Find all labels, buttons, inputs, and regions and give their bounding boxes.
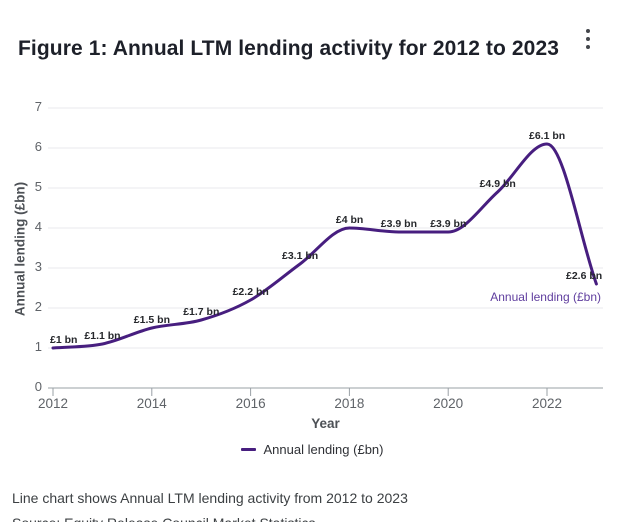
figure-caption: Line chart shows Annual LTM lending acti… bbox=[12, 490, 408, 506]
series-annotation: Annual lending (£bn) bbox=[490, 290, 601, 304]
kebab-menu-icon[interactable] bbox=[583, 29, 592, 49]
legend-line-swatch bbox=[240, 448, 256, 451]
kebab-dot bbox=[585, 37, 590, 41]
kebab-dot bbox=[585, 29, 590, 33]
legend-item[interactable]: Annual lending (£bn) bbox=[0, 442, 624, 457]
y-axis-title: Annual lending (£bn) bbox=[12, 181, 28, 317]
figure-source: Source: Equity Release Council Market St… bbox=[12, 515, 315, 522]
x-axis-title: Year bbox=[311, 416, 340, 431]
kebab-dot bbox=[585, 45, 590, 49]
figure-title: Figure 1: Annual LTM lending activity fo… bbox=[18, 37, 560, 61]
series-line bbox=[51, 142, 598, 350]
legend-label: Annual lending (£bn) bbox=[263, 442, 384, 457]
